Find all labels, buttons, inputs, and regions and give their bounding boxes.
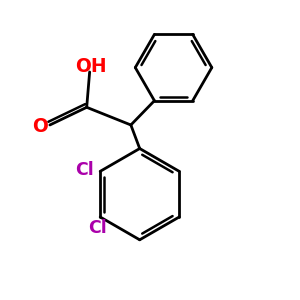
Text: Cl: Cl [76,161,94,179]
Text: O: O [32,117,48,136]
Text: OH: OH [75,57,107,76]
Text: Cl: Cl [88,219,106,237]
